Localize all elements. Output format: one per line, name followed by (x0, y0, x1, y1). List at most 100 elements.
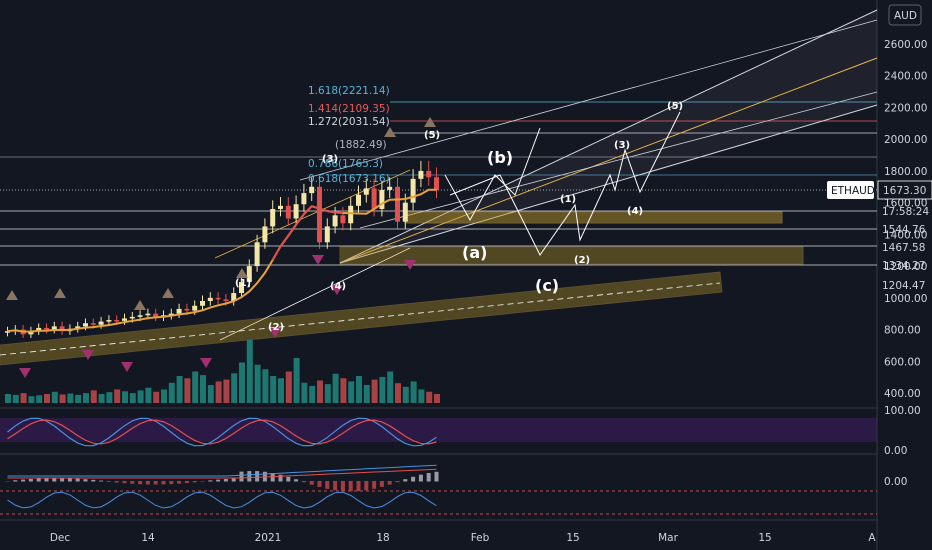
pitchfork-parallel (359, 91, 878, 229)
candle-body (192, 305, 198, 311)
macd-histogram-bar (223, 479, 228, 482)
macd-histogram-bar (426, 472, 431, 482)
volume-bar (387, 371, 394, 403)
third-oscillator-line (7, 491, 437, 509)
volume-bar (293, 358, 300, 403)
candle-body (51, 326, 57, 330)
candle-body (340, 215, 346, 224)
candle-body (262, 226, 268, 243)
currency-button[interactable] (888, 4, 922, 26)
volume-bar (137, 390, 144, 403)
volume-bar (402, 386, 409, 403)
candle-body (332, 215, 338, 227)
volume-bar (75, 394, 82, 403)
projection-path-b (444, 127, 541, 222)
price-tick-label: 1600.00 (884, 198, 927, 210)
price-tick-label: 2200.00 (884, 102, 927, 114)
volume-bar (67, 393, 74, 403)
level-label: 1204.47 (882, 280, 925, 292)
macd-histogram-bar (317, 481, 322, 487)
candle-body (44, 327, 49, 330)
time-axis[interactable]: Dec 14 2021 18 Feb 15 Mar 15 A (50, 532, 877, 544)
pattern-marker-down (200, 358, 212, 368)
moving-average-line (7, 188, 437, 333)
macd-histogram-bar (247, 471, 252, 482)
last-price-tag (877, 180, 932, 200)
macd-histogram-bar (340, 481, 345, 492)
macd-histogram-bar (192, 481, 197, 483)
macd-histogram-bar (333, 481, 338, 491)
volume-bar (324, 384, 331, 403)
volume-bar (36, 395, 43, 403)
candle-body (122, 318, 127, 321)
volume-bar (278, 378, 284, 403)
symbol-tag (827, 181, 874, 199)
macd-histogram-bar (106, 481, 111, 482)
volume-bar (114, 389, 121, 403)
wave-label-a: (a) (462, 243, 487, 262)
macd-histogram-bar (169, 481, 174, 485)
macd-histogram-bar (348, 481, 353, 492)
macd-histogram-bar (122, 481, 127, 484)
volume-bar (51, 391, 58, 403)
candle-body (83, 323, 88, 327)
macd-histogram-bar (403, 479, 408, 482)
volume-bar (59, 394, 66, 403)
pattern-marker-down (121, 362, 133, 372)
candle-body (168, 313, 174, 316)
volume-bar (44, 394, 50, 403)
level-label: 1334.27 (882, 260, 925, 272)
pattern-marker-up (236, 268, 248, 278)
price-tick-label: 2000.00 (884, 134, 927, 146)
candle-body (395, 186, 400, 222)
wave-label-2: (2) (268, 322, 284, 333)
fib-label-1882: (1882.49) (335, 139, 387, 151)
volume-bar (239, 362, 245, 403)
candle-body (36, 327, 42, 332)
time-tick-label: 2021 (255, 532, 282, 544)
volume-bar (223, 379, 230, 403)
volume-bar (5, 394, 11, 403)
pitchfork[interactable] (214, 9, 878, 341)
candle-body (285, 205, 291, 219)
candle-body (246, 266, 252, 282)
channel-midline (0, 282, 721, 356)
candle-body (301, 193, 307, 205)
volume-bar (168, 382, 175, 403)
level-label: 1467.58 (882, 242, 925, 254)
macd-histogram-bar (177, 481, 182, 484)
price-axis[interactable]: 2600.00 2400.00 2200.00 2000.00 1800.00 1600.… (884, 39, 927, 400)
candle-body (363, 188, 369, 195)
volume-bar (176, 376, 183, 403)
candle-body (418, 170, 424, 179)
macd-histogram-bar (184, 481, 189, 484)
fib-labels: 1.618(2221.14) 1.414(2109.35) 1.272(2031… (308, 85, 390, 185)
fib-label-0618: 0.618(1673.16) (308, 173, 390, 185)
price-tick-label: 1200.00 (884, 261, 927, 273)
price-pane (0, 0, 877, 405)
pattern-marker-up (384, 127, 396, 137)
pattern-marker-up (134, 300, 146, 310)
volume-bar (106, 392, 113, 403)
pattern-marker-up (424, 117, 436, 127)
volume-bar (317, 380, 323, 403)
volume-bar (395, 383, 401, 403)
pattern-marker-down (82, 350, 94, 360)
volume-bar (192, 371, 199, 403)
candle-body (223, 299, 229, 301)
macd-histogram-bar (294, 479, 299, 482)
candle-body (270, 208, 276, 227)
price-tick-label: 2400.00 (884, 71, 927, 83)
macd-histogram-bar (13, 480, 18, 482)
wave-label-3-proj: (3) (614, 140, 630, 151)
pattern-marker-up (162, 288, 174, 298)
candle-body (75, 326, 81, 329)
macd-histogram-bar (216, 479, 221, 482)
volume-bar (231, 373, 238, 403)
price-tick-label: 600.00 (884, 356, 921, 368)
macd-histogram-bar (395, 481, 400, 483)
pattern-marker-down (312, 255, 324, 265)
candle-body (254, 242, 260, 267)
